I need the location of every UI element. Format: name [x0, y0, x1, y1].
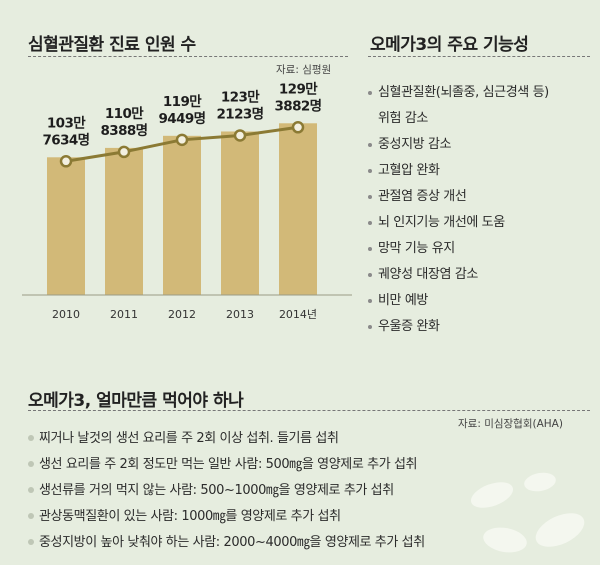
trend-point [59, 155, 73, 168]
function-item: 고혈압 완화 [368, 158, 598, 184]
data-label: 2123명 [217, 105, 264, 122]
intake-item: 찌거나 날것의 생선 요리를 주 2회 이상 섭취. 들기름 섭취 [28, 426, 588, 452]
x-tick-label: 2011 [110, 308, 138, 321]
intake-source: 자료: 미심장협회(AHA) [458, 418, 563, 430]
function-item: 관절염 증상 개선 [368, 184, 598, 210]
capsule-icon [535, 513, 585, 547]
function-item-continuation: 위험 감소 [378, 111, 428, 126]
capsule-icon [483, 527, 527, 553]
intake-item: 중성지방이 높아 낮춰야 하는 사람: 2000~4000㎎을 영양제로 추가 … [28, 530, 588, 556]
bar-2012 [163, 135, 201, 295]
data-label: 123만 [221, 89, 260, 105]
omega3-function-list: 심혈관질환(뇌졸중, 심근경색 등) 위험 감소 중성지방 감소 고혈압 완화 … [368, 82, 598, 340]
data-label: 110만 [105, 106, 144, 122]
data-label: 3882명 [275, 97, 322, 114]
function-item: 비만 예방 [368, 288, 598, 314]
bar-2013 [221, 131, 259, 295]
chart-section-divider [28, 56, 348, 57]
trend-point [291, 121, 305, 134]
trend-point [117, 145, 131, 159]
x-tick-label: 2013 [226, 308, 254, 321]
function-item: 뇌 인지기능 개선에 도움 [368, 210, 598, 236]
function-item: 궤양성 대장염 감소 [368, 262, 598, 288]
function-item: 우울증 완화 [368, 314, 598, 340]
function-item: 중성지방 감소 [368, 132, 598, 158]
bar-2011 [105, 147, 143, 295]
x-tick-label: 2010 [52, 308, 80, 321]
chart-source: 자료: 심평원 [276, 64, 332, 76]
intake-item: 관상동맥질환이 있는 사람: 1000㎎를 영양제로 추가 섭취 [28, 504, 588, 530]
intake-item: 생선류를 거의 먹지 않는 사람: 500~1000㎎을 영양제로 추가 섭취 [28, 478, 588, 504]
function-section-title: 오메가3의 주요 기능성 [370, 35, 529, 55]
intake-section-divider [28, 410, 590, 411]
capsule-illustration [470, 472, 585, 553]
data-label: 9449명 [159, 110, 206, 127]
capsule-icon [470, 482, 514, 508]
data-label: 103만 [47, 115, 86, 131]
data-label: 7634명 [43, 131, 90, 148]
intake-guideline-list: 찌거나 날것의 생선 요리를 주 2회 이상 섭취. 들기름 섭취 생선 요리를… [28, 426, 588, 556]
x-tick-label: 2014년 [279, 308, 317, 321]
chart-section-title: 심혈관질환 진료 인원 수 [28, 35, 196, 55]
intake-section-title: 오메가3, 얼마만큼 먹어야 하나 [28, 391, 244, 411]
data-label: 119만 [163, 94, 202, 110]
capsule-icon [524, 472, 556, 492]
trend-point [233, 129, 247, 142]
function-item: 심혈관질환(뇌졸중, 심근경색 등) [368, 82, 598, 106]
function-item: 망막 기능 유지 [368, 236, 598, 262]
data-label: 8388명 [101, 122, 148, 139]
intake-item: 생선 요리를 주 2회 정도만 먹는 일반 사람: 500㎎을 영양제로 추가 … [28, 452, 588, 478]
data-label: 129만 [279, 81, 318, 97]
function-section-divider [368, 56, 590, 57]
trend-point [175, 133, 189, 147]
x-tick-label: 2012 [168, 308, 196, 321]
bar-2014년 [279, 123, 317, 295]
bar-2010 [47, 157, 85, 295]
